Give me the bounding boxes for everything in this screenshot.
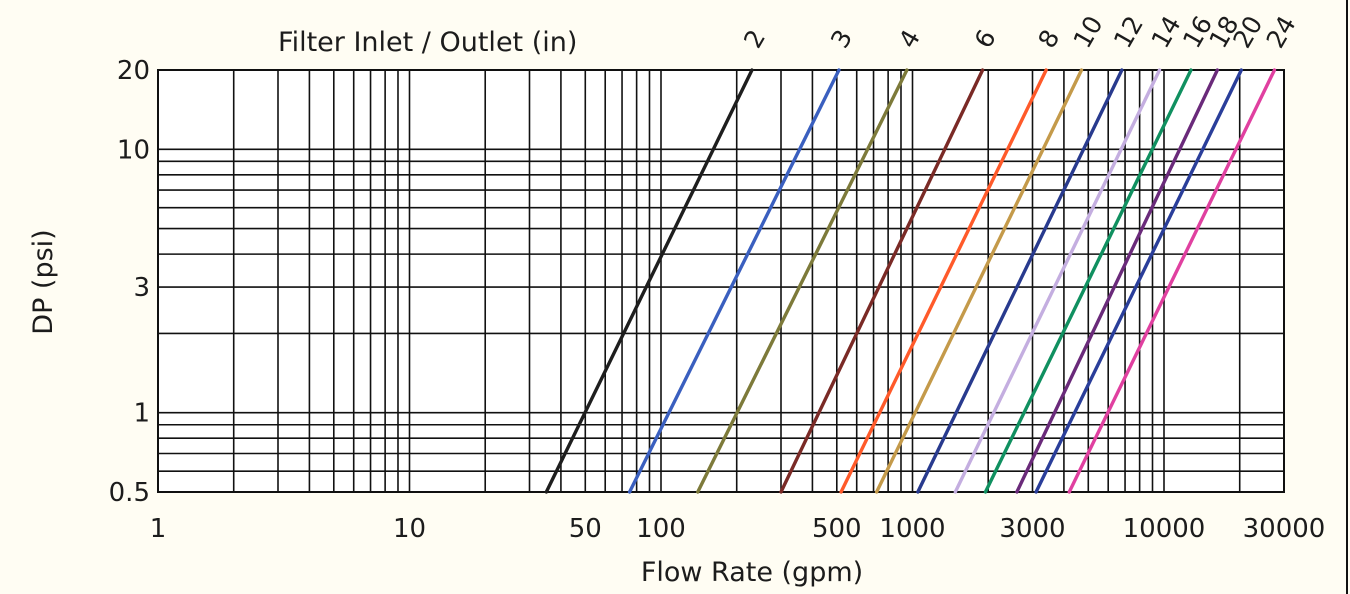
y-tick-label: 10 bbox=[117, 135, 150, 165]
y-tick-label: 3 bbox=[133, 273, 150, 303]
y-tick-label: 20 bbox=[117, 56, 150, 86]
series-label-3: 3 bbox=[825, 25, 858, 53]
x-tick-label: 1 bbox=[150, 514, 167, 544]
series-label-10: 10 bbox=[1068, 11, 1109, 53]
x-tick-labels: 1 10 50 100 500 1000 3000 10000 30000 bbox=[150, 514, 1326, 544]
y-axis-title: DP (psi) bbox=[28, 229, 59, 334]
y-tick-labels: 0.5 1 3 10 20 bbox=[109, 56, 150, 508]
x-tick-label: 100 bbox=[636, 514, 686, 544]
chart-title: Filter Inlet / Outlet (in) bbox=[278, 27, 577, 58]
series-label-4: 4 bbox=[893, 25, 926, 53]
series-label-20: 20 bbox=[1227, 11, 1268, 53]
x-tick-label: 500 bbox=[812, 514, 862, 544]
y-tick-label: 0.5 bbox=[109, 478, 150, 508]
series-label-6: 6 bbox=[969, 25, 1002, 53]
series-label-2: 2 bbox=[738, 25, 771, 53]
x-tick-label: 10 bbox=[393, 514, 426, 544]
x-tick-label: 1000 bbox=[879, 514, 945, 544]
x-axis-title: Flow Rate (gpm) bbox=[641, 557, 863, 588]
series-label-12: 12 bbox=[1108, 11, 1149, 53]
x-tick-label: 50 bbox=[569, 514, 602, 544]
series-label-8: 8 bbox=[1032, 25, 1065, 53]
y-tick-label: 1 bbox=[133, 399, 150, 429]
series-label-24: 24 bbox=[1261, 11, 1302, 53]
x-tick-label: 30000 bbox=[1243, 514, 1326, 544]
x-tick-label: 3000 bbox=[999, 514, 1065, 544]
x-tick-label: 10000 bbox=[1123, 514, 1206, 544]
